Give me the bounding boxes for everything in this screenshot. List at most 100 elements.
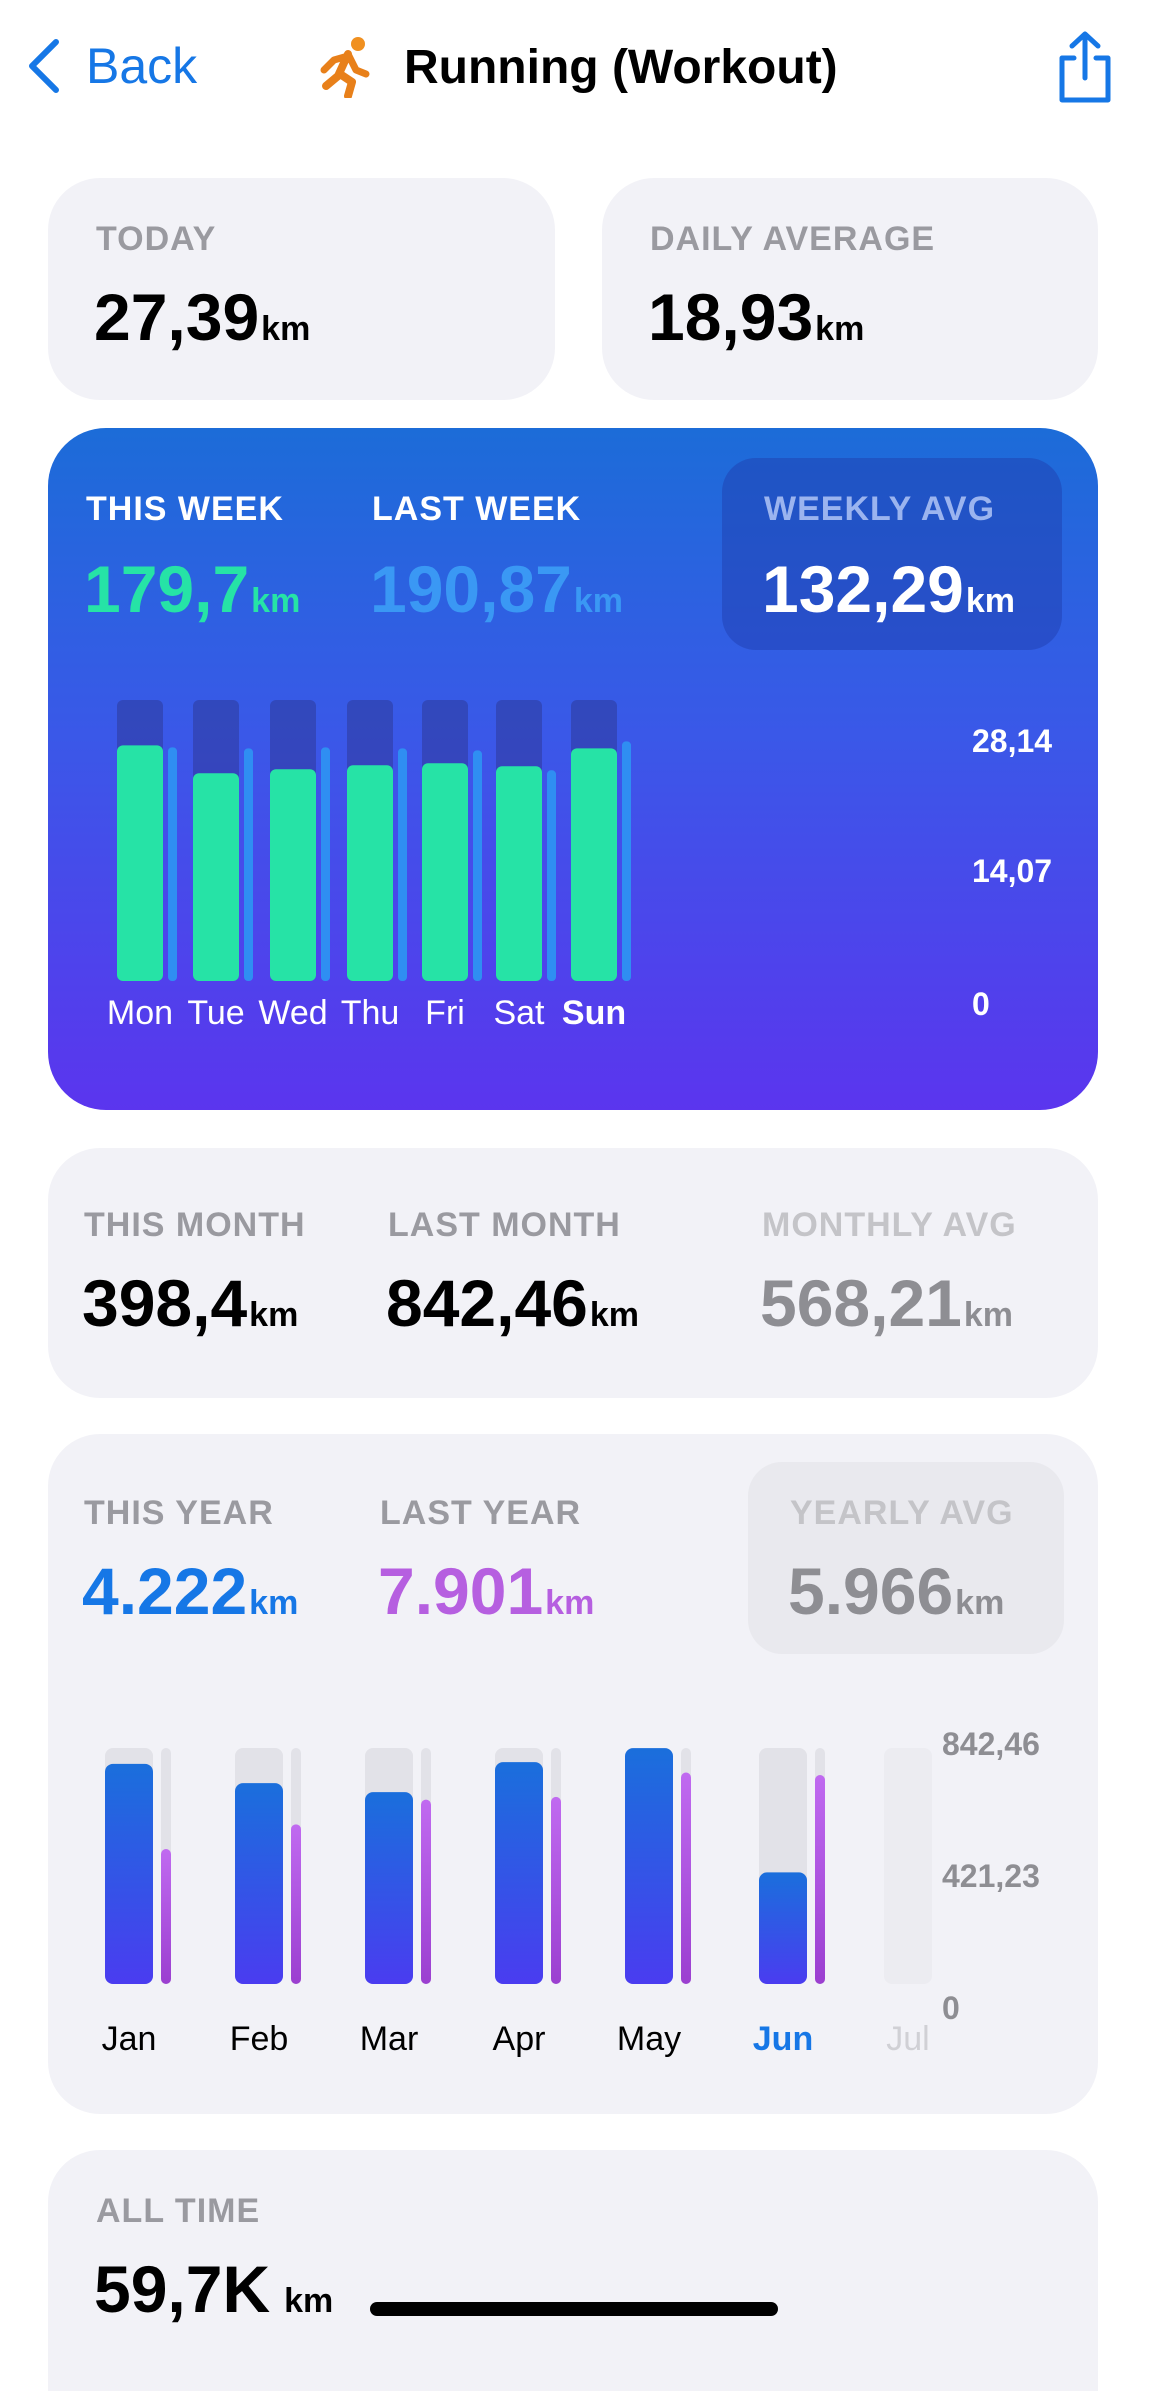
week-x-label-tue: Tue xyxy=(187,994,244,1032)
this-year-unit: km xyxy=(249,1584,299,1622)
page-title-text: Running (Workout) xyxy=(404,40,838,94)
week-bar-last-mon xyxy=(168,747,177,981)
year-bar-this-feb xyxy=(235,1783,283,1984)
daily-average-value: 18,93 xyxy=(648,280,814,354)
square-and-arrow-up-icon[interactable] xyxy=(1054,30,1116,106)
chevron-left-icon xyxy=(29,39,59,93)
week-bar-last-thu xyxy=(398,748,407,981)
year-x-label-jan: Jan xyxy=(102,2020,157,2058)
last-month-label: LAST MONTH xyxy=(388,1206,621,1244)
week-x-label-wed: Wed xyxy=(258,994,327,1032)
weekly-bar-chart[interactable]: Mon Tue Wed Thu Fri Sat Sun xyxy=(48,428,1098,1110)
all-time-card[interactable]: ALL TIME 59,7K km xyxy=(48,2150,1098,2391)
last-year-value-row: 7.901km xyxy=(378,1558,594,1624)
yearly-average-unit: km xyxy=(955,1584,1005,1622)
all-time-value: 59,7K xyxy=(94,2252,271,2326)
daily-average-label: DAILY AVERAGE xyxy=(650,220,936,258)
yearly-y-tick-zero: 0 xyxy=(942,1990,960,2026)
week-bar-this-sun xyxy=(571,748,617,981)
week-bar-this-tue xyxy=(193,773,239,981)
today-label: TODAY xyxy=(96,220,217,258)
last-week-label: LAST WEEK xyxy=(372,490,582,528)
all-time-unit: km xyxy=(284,2282,334,2320)
today-value: 27,39 xyxy=(94,280,260,354)
home-indicator xyxy=(370,2302,778,2316)
year-bar-this-jan xyxy=(105,1763,153,1984)
year-bar-this-jun xyxy=(759,1872,807,1984)
daily-average-unit: km xyxy=(815,310,865,348)
year-bar-track-jul xyxy=(884,1748,932,1984)
year-x-label-may: May xyxy=(617,2020,681,2058)
last-week-value: 190,87 xyxy=(370,552,572,626)
year-bar-last-mar xyxy=(421,1799,431,1984)
this-month-label: THIS MONTH xyxy=(84,1206,306,1244)
yearly-y-tick-max: 842,46 xyxy=(942,1726,1040,1762)
weekly-average-box xyxy=(722,458,1062,650)
week-bar-last-tue xyxy=(244,748,253,981)
yearly-average-value-row: 5.966km xyxy=(788,1558,1004,1624)
week-x-label-sat: Sat xyxy=(493,994,545,1032)
week-x-label-mon: Mon xyxy=(107,994,173,1032)
week-bar-last-fri xyxy=(473,750,482,981)
monthly-average-value-row: 568,21km xyxy=(760,1270,1013,1336)
week-bar-this-mon xyxy=(117,745,163,981)
last-year-unit: km xyxy=(545,1584,595,1622)
year-bar-this-apr xyxy=(495,1762,543,1984)
week-bar-last-sun xyxy=(622,741,631,981)
this-month-unit: km xyxy=(249,1296,299,1334)
yearly-y-tick-mid: 421,23 xyxy=(942,1858,1040,1894)
weekly-average-unit: km xyxy=(965,582,1016,620)
this-year-label: THIS YEAR xyxy=(84,1494,274,1532)
weekly-average-label: WEEKLY AVG xyxy=(764,490,996,528)
all-time-label: ALL TIME xyxy=(96,2192,261,2230)
year-bar-this-may xyxy=(625,1748,673,1984)
weekly-card[interactable]: THIS WEEK 179,7km LAST WEEK 190,87km WEE… xyxy=(48,428,1098,1110)
today-card[interactable]: TODAY 27,39km xyxy=(48,178,555,400)
yearly-card[interactable]: THIS YEAR 4.222km LAST YEAR 7.901km YEAR… xyxy=(48,1434,1098,2114)
monthly-card[interactable]: THIS MONTH 398,4km LAST MONTH 842,46km M… xyxy=(48,1148,1098,1398)
weekly-y-tick-max: 28,14 xyxy=(972,723,1053,759)
today-unit: km xyxy=(261,310,311,348)
year-x-label-feb: Feb xyxy=(230,2020,289,2058)
week-bar-this-wed xyxy=(270,769,316,981)
daily-average-card[interactable]: DAILY AVERAGE 18,93km xyxy=(602,178,1098,400)
year-x-label-jul: Jul xyxy=(886,2020,929,2058)
year-x-label-mar: Mar xyxy=(360,2020,419,2058)
last-month-unit: km xyxy=(589,1296,640,1334)
year-x-label-jun: Jun xyxy=(753,2020,813,2058)
yearly-average-box xyxy=(748,1462,1064,1654)
weekly-y-tick-mid: 14,07 xyxy=(972,853,1053,889)
last-month-value-row: 842,46km xyxy=(386,1270,639,1336)
week-x-label-sun: Sun xyxy=(562,994,626,1032)
last-month-value: 842,46 xyxy=(386,1266,588,1340)
monthly-average-label: MONTHLY AVG xyxy=(762,1206,1017,1244)
yearly-average-value: 5.966 xyxy=(788,1554,954,1628)
year-bar-last-may xyxy=(681,1772,691,1984)
yearly-bar-chart[interactable]: Jan Feb Mar Apr May Jun Jul xyxy=(48,1434,1098,2114)
week-bar-last-sat xyxy=(547,770,556,981)
this-month-value: 398,4 xyxy=(82,1266,248,1340)
last-year-value: 7.901 xyxy=(378,1554,544,1628)
yearly-average-label: YEARLY AVG xyxy=(790,1494,1014,1532)
week-bar-this-fri xyxy=(422,763,468,981)
back-button[interactable]: Back xyxy=(24,36,197,96)
year-bar-last-apr xyxy=(551,1796,561,1984)
week-bar-this-thu xyxy=(347,765,393,981)
weekly-average-value: 132,29 xyxy=(762,552,964,626)
week-bar-this-sat xyxy=(496,766,542,981)
week-x-label-fri: Fri xyxy=(425,994,465,1032)
figure-run-icon xyxy=(320,37,370,98)
last-year-label: LAST YEAR xyxy=(380,1494,582,1532)
page-title: Running (Workout) xyxy=(318,32,838,102)
this-week-value: 179,7 xyxy=(84,552,250,626)
this-month-value-row: 398,4km xyxy=(82,1270,298,1336)
year-bar-this-mar xyxy=(365,1792,413,1984)
this-year-value-row: 4.222km xyxy=(82,1558,298,1624)
year-bar-last-jun xyxy=(815,1775,825,1984)
year-bar-last-jan xyxy=(161,1848,171,1984)
year-x-label-apr: Apr xyxy=(493,2020,546,2058)
all-time-value-row: 59,7K km xyxy=(94,2256,333,2322)
this-week-unit: km xyxy=(251,582,301,620)
weekly-average-value-row: 132,29km xyxy=(762,556,1015,622)
